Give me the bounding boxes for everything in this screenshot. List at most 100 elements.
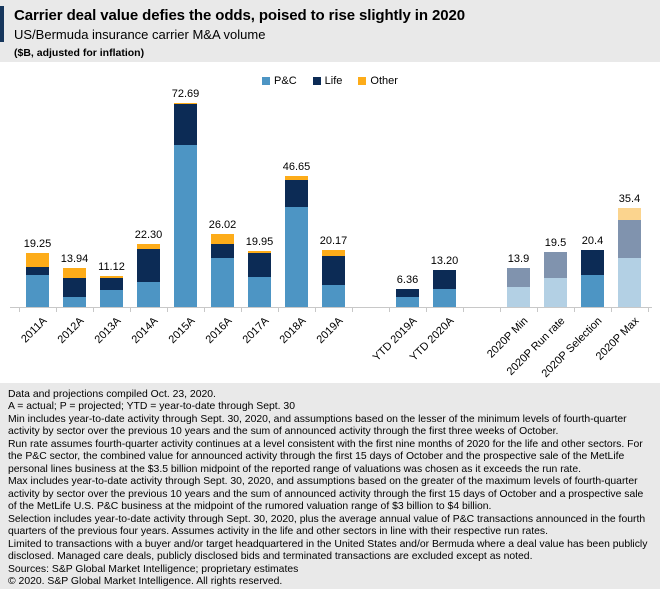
bar-segment-pc [26, 275, 49, 307]
bar-segment-life [63, 278, 86, 297]
bar-segment-life [544, 252, 567, 279]
axis-tick [463, 308, 464, 312]
bar-value-label: 46.65 [282, 161, 311, 174]
axis-tick [56, 308, 57, 312]
bar-segment-other [248, 251, 271, 254]
bar-segment-pc [63, 296, 86, 307]
bar-segment-other [174, 103, 197, 105]
footnotes: Data and projections compiled Oct. 23, 2… [0, 383, 660, 589]
axis-tick [93, 308, 94, 312]
bar-segment-pc [285, 206, 308, 307]
bar-segment-pc [322, 284, 345, 307]
axis-tick [389, 308, 390, 312]
footnote-line: Run rate assumes fourth-quarter activity… [8, 438, 643, 475]
bar-2020p-selection [581, 249, 604, 307]
bar-segment-life [26, 267, 49, 276]
bar-value-label: 72.69 [171, 88, 200, 100]
legend-item-life: Life [312, 75, 342, 87]
title-accent-bar [0, 6, 4, 42]
axis-tick [241, 308, 242, 312]
axis-tick [574, 308, 575, 312]
bar-segment-pc [396, 296, 419, 307]
bar-segment-pc [211, 257, 234, 307]
legend-swatch-icon [358, 77, 367, 85]
footnote-line: Min includes year-to-date activity throu… [8, 413, 627, 438]
bar-2019a [322, 250, 345, 307]
bar-segment-life [618, 219, 641, 259]
bar-segment-other [211, 233, 234, 245]
bar-2016a [211, 233, 234, 307]
axis-tick [19, 308, 20, 312]
bar-segment-other [137, 244, 160, 250]
legend-label: Other [370, 75, 398, 87]
bar-2011a [26, 252, 49, 307]
bar-value-label: 13.94 [60, 252, 89, 265]
axis-tick [500, 308, 501, 312]
bar-value-label: 13.20 [430, 254, 459, 267]
bar-segment-pc [174, 145, 197, 307]
bar-segment-life [396, 289, 419, 297]
axis-tick [537, 308, 538, 312]
bar-2020p-min [507, 267, 530, 307]
bar-2020p-max [618, 207, 641, 307]
footnote-line: Limited to transactions with a buyer and… [8, 538, 648, 563]
bar-ytd-2020a [433, 269, 456, 307]
bar-segment-pc [100, 289, 123, 307]
chart-legend: P&C Life Other [0, 75, 660, 87]
footnote-line: Selection includes year-to-date activity… [8, 513, 646, 538]
page-subtitle: US/Bermuda insurance carrier M&A volume [14, 27, 266, 42]
footnote-line: © 2020. S&P Global Market Intelligence. … [8, 576, 283, 588]
bar-value-label: 22.30 [134, 229, 163, 242]
page-title: Carrier deal value defies the odds, pois… [14, 7, 465, 24]
bar-2020p-run-rate [544, 252, 567, 307]
bar-segment-pc [137, 281, 160, 307]
unit-note: ($B, adjusted for inflation) [14, 47, 145, 59]
bar-2012a [63, 267, 86, 307]
bar-segment-pc [507, 286, 530, 307]
footnote-line: A = actual; P = projected; YTD = year-to… [8, 401, 295, 413]
legend-item-other: Other [358, 75, 398, 87]
bar-ytd-2019a [396, 289, 419, 307]
bar-value-label: 6.36 [396, 274, 419, 287]
axis-tick [648, 308, 649, 312]
axis-tick [611, 308, 612, 312]
bar-2013a [100, 275, 123, 307]
bar-segment-life [433, 269, 456, 290]
bar-segment-life [248, 253, 271, 277]
legend-item-pc: P&C [262, 75, 297, 87]
legend-swatch-icon [262, 77, 271, 85]
bar-segment-pc [433, 289, 456, 307]
bar-segment-other [63, 267, 86, 279]
bar-value-label: 13.9 [507, 252, 530, 265]
bar-value-label: 20.4 [581, 234, 604, 247]
bar-value-label: 35.4 [618, 192, 641, 205]
bar-segment-other [26, 252, 49, 268]
bar-value-label: 19.95 [245, 236, 274, 248]
chart-header: Carrier deal value defies the odds, pois… [0, 0, 660, 62]
x-axis-line [10, 307, 652, 308]
bar-segment-life [285, 180, 308, 207]
bar-2014a [137, 244, 160, 307]
bar-value-label: 19.5 [544, 237, 567, 250]
bar-segment-life [211, 244, 234, 258]
footnote-line: Sources: S&P Global Market Intelligence;… [8, 563, 299, 575]
bar-segment-life [100, 278, 123, 290]
legend-label: P&C [274, 75, 297, 87]
bar-segment-other [285, 176, 308, 181]
bar-segment-pc [581, 274, 604, 307]
bar-value-label: 11.12 [98, 260, 125, 273]
bar-value-label: 26.02 [208, 218, 237, 231]
bar-2015a [174, 103, 197, 307]
footnote-line: Data and projections compiled Oct. 23, 2… [8, 389, 216, 400]
bar-2017a [248, 251, 271, 307]
bar-segment-life [137, 249, 160, 282]
axis-tick [130, 308, 131, 312]
axis-tick [352, 308, 353, 312]
axis-tick [315, 308, 316, 312]
bar-segment-other [618, 207, 641, 220]
bar-segment-other [322, 250, 345, 257]
axis-tick [426, 308, 427, 312]
bar-segment-pc [544, 278, 567, 307]
bar-segment-life [507, 267, 530, 287]
